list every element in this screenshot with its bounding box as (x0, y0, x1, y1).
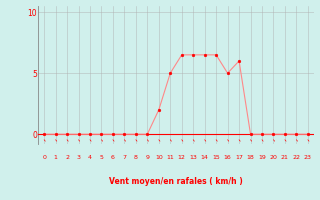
X-axis label: Vent moyen/en rafales ( km/h ): Vent moyen/en rafales ( km/h ) (109, 177, 243, 186)
